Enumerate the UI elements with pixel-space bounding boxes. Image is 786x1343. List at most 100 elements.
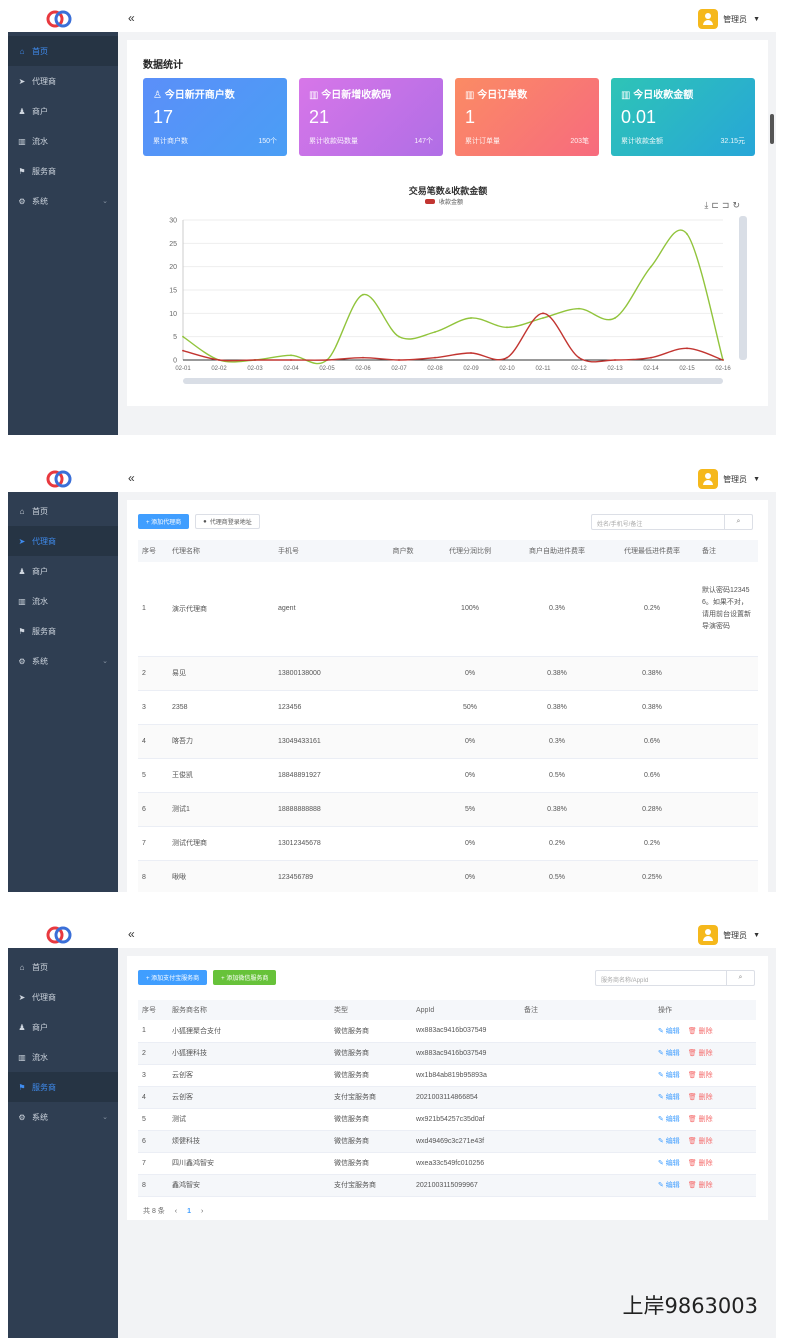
y-tick-label: 0 (173, 358, 177, 365)
search-input[interactable]: 姓名/手机号/备注 (597, 522, 643, 528)
user-menu[interactable]: 管理员 ▼ (698, 925, 760, 945)
column-header[interactable]: 手机号 (274, 540, 374, 562)
sidebar-item[interactable]: ⚙ 系统 ⌄ (8, 646, 118, 676)
column-header[interactable]: 商户自助进件费率 (508, 540, 606, 562)
table-cell: wx1b84ab819b95893a (412, 1064, 520, 1087)
table-row[interactable]: 4 云创客 支付宝服务商 2021003114866854 ✎ 编辑 🗑 删除 (138, 1086, 756, 1109)
search-input[interactable]: 服务商名称/AppId (601, 978, 649, 984)
table-row[interactable]: 3 2358 123456 50% 0.38% 0.38% (138, 690, 758, 725)
chart-toolbox[interactable]: ⤓⊏⊐↻ (704, 200, 743, 211)
sidebar-item[interactable]: ▥ 流水 (8, 126, 118, 156)
agent-search[interactable]: 姓名/手机号/备注 ⌕ (591, 514, 753, 530)
data-point (578, 356, 580, 359)
data-point (182, 349, 184, 352)
add-alipay-provider-button[interactable]: + 添加支付宝服务商 (138, 970, 208, 985)
provider-search[interactable]: 服务商名称/AppId ⌕ (595, 970, 755, 986)
user-menu[interactable]: 管理员 ▼ (698, 9, 760, 29)
download-icon[interactable]: ⤓ (704, 200, 712, 210)
sidebar-item[interactable]: ♟ 商户 (8, 1012, 118, 1042)
pager-next-icon[interactable]: › (201, 1207, 204, 1215)
user-menu[interactable]: 管理员 ▼ (698, 469, 760, 489)
table-row[interactable]: 8 啾啾 123456789 0% 0.5% 0.25% (138, 860, 758, 892)
sidebar-item[interactable]: ▥ 流水 (8, 586, 118, 616)
delete-button[interactable]: 🗑 删除 (687, 1138, 713, 1145)
delete-button[interactable]: 🗑 删除 (687, 1050, 713, 1057)
sidebar-item[interactable]: ⚑ 服务商 (8, 1072, 118, 1102)
table-row[interactable]: 5 测试 微信服务商 wx921b54257c35d0af ✎ 编辑 🗑 删除 (138, 1108, 756, 1131)
search-icon[interactable]: ⌕ (724, 515, 752, 529)
table-row[interactable]: 3 云创客 微信服务商 wx1b84ab819b95893a ✎ 编辑 🗑 删除 (138, 1064, 756, 1087)
table-cell: 小狐狸聚合支付 (168, 1020, 330, 1043)
delete-button[interactable]: 🗑 删除 (687, 1072, 713, 1079)
sidebar-item[interactable]: ⌂ 首页 (8, 952, 118, 982)
sidebar-item[interactable]: ➤ 代理商 (8, 66, 118, 96)
chevron-down-icon: ⌄ (102, 658, 108, 665)
column-header[interactable]: 代理名称 (168, 540, 274, 562)
refresh-icon[interactable]: ↻ (732, 200, 743, 210)
sidebar-item[interactable]: ▥ 流水 (8, 1042, 118, 1072)
x-tick-label: 02-13 (607, 366, 623, 372)
delete-button[interactable]: 🗑 删除 (687, 1116, 713, 1123)
chart-legend[interactable]: 收款金额 (425, 197, 463, 206)
agent-login-url-button[interactable]: ● 代理商登录地址 (195, 514, 260, 529)
table-row[interactable]: 1 小狐狸聚合支付 微信服务商 wx883ac9416b037549 ✎ 编辑 🗑 删除 (138, 1020, 756, 1043)
table-row[interactable]: 2 易见 13800138000 0% 0.38% 0.38% (138, 656, 758, 691)
sidebar-item[interactable]: ♟ 商户 (8, 556, 118, 586)
delete-button[interactable]: 🗑 删除 (687, 1182, 713, 1189)
edit-button[interactable]: ✎ 编辑 (658, 1050, 680, 1057)
delete-button[interactable]: 🗑 删除 (687, 1027, 713, 1035)
column-header[interactable]: 序号 (138, 540, 168, 562)
x-tick-label: 02-05 (319, 366, 335, 372)
card-foot-label: 累计商户数 (153, 138, 188, 145)
search-icon[interactable]: ⌕ (726, 971, 754, 985)
table-row[interactable]: 6 烦健科技 微信服务商 wxd49469c3c271e43f ✎ 编辑 🗑 删除 (138, 1130, 756, 1153)
zoom-reset-icon[interactable]: ⊐ (721, 200, 733, 210)
series-line-1 (182, 312, 724, 363)
table-row[interactable]: 1 演示代理商 agent 100% 0.3% 0.2% 默认密码123456。如果不对，请… (138, 562, 758, 657)
table-row[interactable]: 8 鑫鸿智安 支付宝服务商 2021003115099967 ✎ 编辑 🗑 删除 (138, 1174, 756, 1197)
table-cell: 微信服务商 (330, 1020, 412, 1043)
table-row[interactable]: 7 四川鑫鸿智安 微信服务商 wxea33c549fc010256 ✎ 编辑 🗑 删除 (138, 1152, 756, 1175)
edit-button[interactable]: ✎ 编辑 (658, 1116, 680, 1123)
edit-button[interactable]: ✎ 编辑 (658, 1027, 680, 1035)
edit-button[interactable]: ✎ 编辑 (658, 1182, 680, 1189)
edit-button[interactable]: ✎ 编辑 (658, 1094, 680, 1101)
sidebar-item[interactable]: ➤ 代理商 (8, 982, 118, 1012)
sidebar-item[interactable]: ➤ 代理商 (8, 526, 118, 556)
y-tick-label: 5 (173, 334, 177, 341)
stat-card-amount: ▥ 今日收款金额 0.01 累计收款金额 32.15元 (611, 78, 755, 156)
collapse-sidebar-icon[interactable]: « (128, 927, 135, 941)
table-cell: 云创客 (168, 1086, 330, 1109)
column-header[interactable]: 代理分润比例 (432, 540, 508, 562)
table-row[interactable]: 6 测试1 18888888888 5% 0.38% 0.28% (138, 792, 758, 827)
pager-current-page[interactable]: 1 (187, 1207, 192, 1215)
delete-button[interactable]: 🗑 删除 (687, 1160, 713, 1167)
data-point (362, 356, 364, 359)
collapse-sidebar-icon[interactable]: « (128, 11, 135, 25)
sidebar-item[interactable]: ⌂ 首页 (8, 36, 118, 66)
edit-button[interactable]: ✎ 编辑 (658, 1138, 680, 1145)
table-row[interactable]: 2 小狐狸科技 微信服务商 wx883ac9416b037549 ✎ 编辑 🗑 删除 (138, 1042, 756, 1065)
collapse-sidebar-icon[interactable]: « (128, 471, 135, 485)
page-scrollbar[interactable] (770, 114, 774, 144)
add-wechat-provider-button[interactable]: + 添加微信服务商 (213, 970, 277, 985)
add-agent-button[interactable]: + 添加代理商 (138, 514, 190, 529)
delete-button[interactable]: 🗑 删除 (687, 1094, 713, 1101)
sidebar-item[interactable]: ⚑ 服务商 (8, 156, 118, 186)
sidebar-item[interactable]: ⚙ 系统 ⌄ (8, 186, 118, 216)
edit-button[interactable]: ✎ 编辑 (658, 1160, 680, 1167)
column-header[interactable]: 备注 (698, 540, 758, 562)
sidebar-item[interactable]: ⚑ 服务商 (8, 616, 118, 646)
table-row[interactable]: 7 测试代理商 13012345678 0% 0.2% 0.2% (138, 826, 758, 861)
pager-prev-icon[interactable]: ‹ (174, 1207, 178, 1215)
column-header[interactable]: 代理最低进件费率 (606, 540, 698, 562)
table-cell: 13012345678 (274, 826, 374, 861)
edit-button[interactable]: ✎ 编辑 (658, 1072, 680, 1079)
sidebar-item[interactable]: ⚙ 系统 ⌄ (8, 1102, 118, 1132)
table-row[interactable]: 5 王俊凯 18848891927 0% 0.5% 0.6% (138, 758, 758, 793)
sidebar-item[interactable]: ♟ 商户 (8, 96, 118, 126)
table-row[interactable]: 4 喀吾力 13049433161 0% 0.3% 0.6% (138, 724, 758, 759)
column-header[interactable]: 商户数 (374, 540, 432, 562)
sidebar-item[interactable]: ⌂ 首页 (8, 496, 118, 526)
zoom-icon[interactable]: ⊏ (711, 200, 722, 210)
